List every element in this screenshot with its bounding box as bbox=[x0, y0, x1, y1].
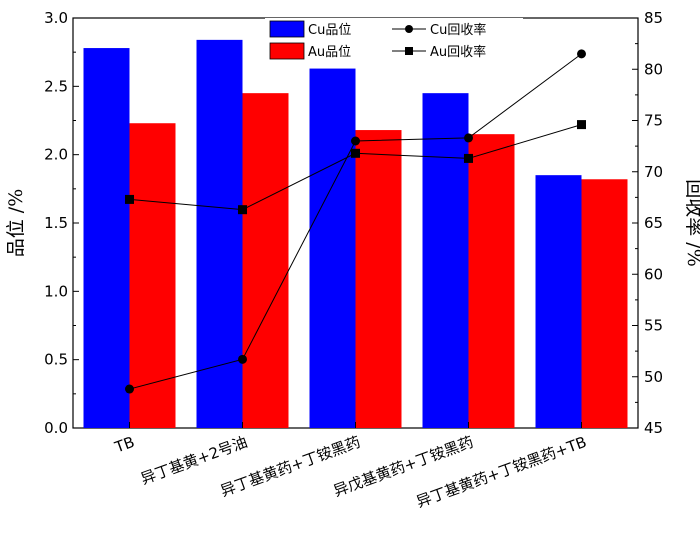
cu-grade-bar-0 bbox=[83, 48, 130, 429]
y-axis-title-left: 品位 /% bbox=[5, 189, 27, 258]
cu-grade-bar-1 bbox=[196, 39, 243, 428]
y-right-tick-label-8: 85 bbox=[644, 9, 663, 27]
au-grade-bar-0 bbox=[129, 123, 176, 428]
au-recovery-point-1 bbox=[238, 205, 247, 215]
y-left-tick-label-3: 1.5 bbox=[44, 214, 68, 232]
cu-grade-bar-3 bbox=[422, 93, 469, 429]
cu-grade-bar-2 bbox=[309, 68, 356, 429]
au-recovery-point-3 bbox=[464, 153, 473, 163]
line-layer bbox=[125, 49, 586, 394]
y-right-tick-label-1: 50 bbox=[644, 368, 663, 386]
y-right-tick-label-4: 65 bbox=[644, 214, 663, 232]
legend-label-au-grade: Au品位 bbox=[308, 45, 351, 60]
y-left-tick-label-4: 2.0 bbox=[44, 146, 68, 164]
y-right-tick-label-7: 80 bbox=[644, 60, 663, 78]
y-left-tick-label-5: 2.5 bbox=[44, 77, 68, 95]
au-grade-bar-2 bbox=[355, 130, 402, 429]
legend: Cu品位 Au品位 Cu回收率 Au回收率 bbox=[265, 18, 523, 62]
legend-swatch-cu-grade bbox=[269, 20, 305, 38]
cu-recovery-point-4 bbox=[577, 49, 586, 59]
y-right-tick-label-5: 70 bbox=[644, 163, 663, 181]
x-tick-label-0: TB bbox=[111, 433, 136, 457]
cu-recovery-point-3 bbox=[464, 133, 473, 143]
y-right-tick-label-2: 55 bbox=[644, 317, 663, 335]
cu-grade-bar-4 bbox=[535, 175, 582, 428]
y-right-tick-label-0: 45 bbox=[644, 419, 663, 437]
y-left-tick-label-0: 0.0 bbox=[44, 419, 68, 437]
legend-label-cu-grade: Cu品位 bbox=[308, 23, 351, 38]
au-recovery-point-0 bbox=[125, 194, 134, 204]
cu-recovery-point-0 bbox=[125, 384, 134, 394]
au-grade-bar-3 bbox=[468, 134, 515, 428]
cu-recovery-point-2 bbox=[351, 136, 360, 146]
y-axis-title-right: 回收率 /% bbox=[683, 179, 700, 267]
legend-label-cu-recovery: Cu回收率 bbox=[430, 22, 486, 38]
legend-marker-au-recovery bbox=[392, 47, 426, 55]
cu-recovery-point-1 bbox=[238, 354, 247, 364]
y-right-tick-label-3: 60 bbox=[644, 265, 663, 283]
au-grade-bar-4 bbox=[581, 179, 628, 428]
y-left-tick-label-1: 0.5 bbox=[44, 351, 68, 369]
bar-layer bbox=[83, 39, 628, 429]
y-left-tick-label-6: 3.0 bbox=[44, 9, 68, 27]
legend-swatch-au-grade bbox=[269, 42, 305, 60]
legend-label-au-recovery: Au回收率 bbox=[430, 44, 486, 60]
au-grade-bar-1 bbox=[242, 93, 289, 429]
y-left-tick-label-2: 1.0 bbox=[44, 282, 68, 300]
au-recovery-point-4 bbox=[577, 120, 586, 130]
au-recovery-point-2 bbox=[351, 148, 360, 158]
legend-marker-cu-recovery bbox=[392, 25, 426, 33]
y-right-tick-label-6: 75 bbox=[644, 112, 663, 130]
